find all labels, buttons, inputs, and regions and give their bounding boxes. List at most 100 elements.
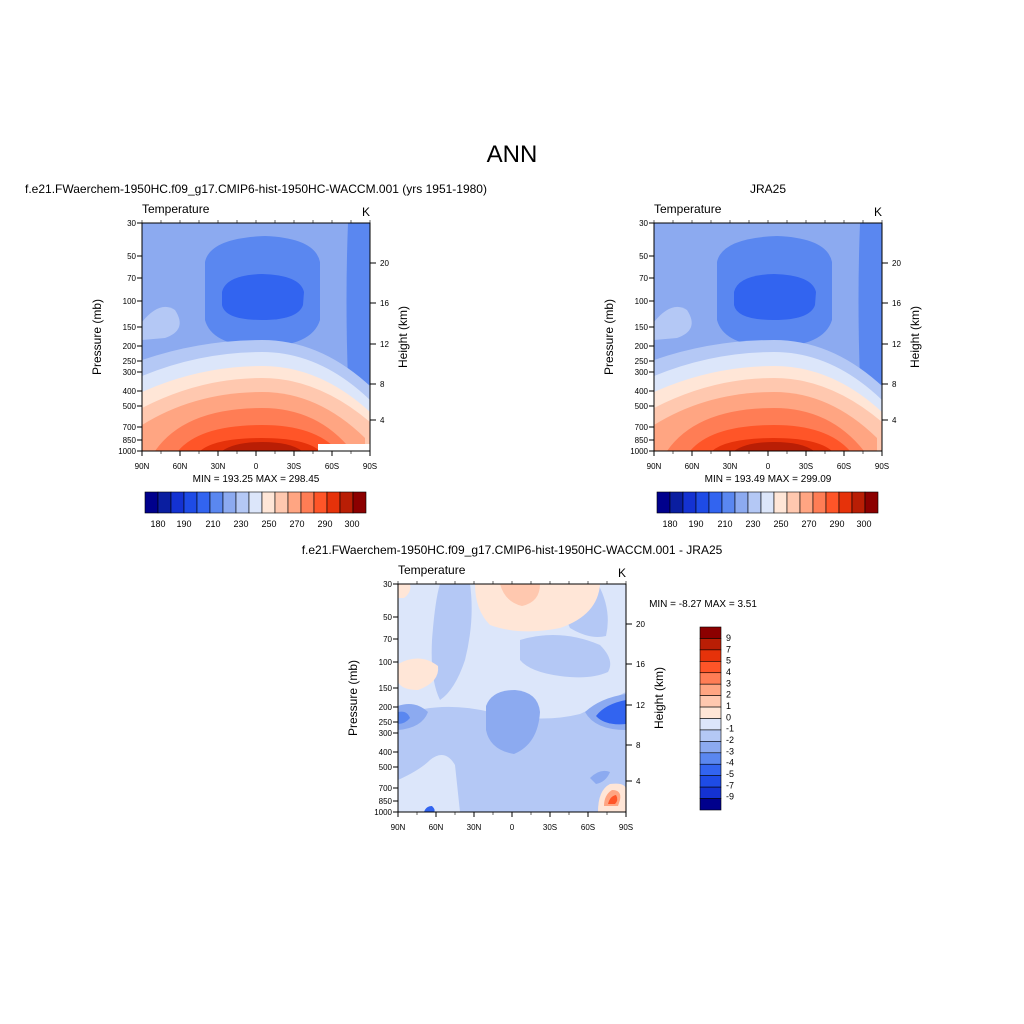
contour-fill xyxy=(734,442,814,451)
colorbar-label: 230 xyxy=(745,519,760,529)
colorbar-label: 4 xyxy=(726,667,731,677)
y-tick-label: 1000 xyxy=(630,447,648,456)
y-tick-label: 400 xyxy=(379,748,393,757)
contour-fill xyxy=(590,770,610,784)
panel-diff-ylabel-right: Height (km) xyxy=(652,667,666,729)
y-tick-label: 700 xyxy=(379,784,393,793)
colorbar-label: 250 xyxy=(773,519,788,529)
contour-fill xyxy=(398,755,460,812)
panel-obs-colorbar: 180 190 210 230 250 270 290 300 xyxy=(656,491,879,529)
colorbar-box xyxy=(339,491,354,514)
panel-obs-ylabel-right: Height (km) xyxy=(908,306,922,368)
colorbar-box xyxy=(864,491,879,514)
y-tick-label: 700 xyxy=(123,423,137,432)
colorbar-label: 230 xyxy=(233,519,248,529)
colorbar-box xyxy=(699,718,722,731)
panel-model: f.e21.FWaerchem-1950HC.f09_g17.CMIP6-his… xyxy=(25,182,487,529)
colorbar-box xyxy=(699,752,722,765)
panel-model-contours xyxy=(142,223,370,451)
y-right-tick-label: 16 xyxy=(636,660,645,669)
colorbar-box xyxy=(699,672,722,685)
colorbar-boxes xyxy=(699,626,722,811)
x-tick-label: 30S xyxy=(543,823,557,832)
colorbar-label: 290 xyxy=(317,519,332,529)
panel-obs-y-axis-right: 20 16 12 8 4 xyxy=(892,259,901,425)
contour-fill xyxy=(596,700,626,725)
y-tick-label: 150 xyxy=(123,323,137,332)
colorbar-label: 300 xyxy=(856,519,871,529)
colorbar-label: 190 xyxy=(176,519,191,529)
colorbar-box xyxy=(699,741,722,754)
contour-fill xyxy=(858,223,882,385)
x-tick-label: 0 xyxy=(254,462,259,471)
colorbar-label: 9 xyxy=(726,633,731,643)
contour-fill xyxy=(346,223,370,385)
y-tick-label: 50 xyxy=(639,252,648,261)
panel-diff-title: f.e21.FWaerchem-1950HC.f09_g17.CMIP6-his… xyxy=(302,543,723,557)
panel-obs: JRA25 Temperature K MIN = 193.49 MAX = 2… xyxy=(602,182,922,529)
y-tick-label: 300 xyxy=(635,368,649,377)
panel-model-ticks xyxy=(137,220,376,456)
colorbar-box xyxy=(300,491,315,514)
colorbar-label: -1 xyxy=(726,724,734,734)
colorbar-label: 210 xyxy=(717,519,732,529)
colorbar-box xyxy=(838,491,853,514)
y-right-tick-label: 4 xyxy=(892,416,897,425)
colorbar-box xyxy=(760,491,775,514)
contour-fill xyxy=(318,444,370,451)
x-tick-label: 90S xyxy=(875,462,889,471)
colorbar-label: 2 xyxy=(726,690,731,700)
y-right-tick-label: 20 xyxy=(892,259,901,268)
x-tick-label: 0 xyxy=(766,462,771,471)
y-tick-label: 1000 xyxy=(118,447,136,456)
y-tick-label: 30 xyxy=(639,219,648,228)
y-tick-label: 400 xyxy=(123,387,137,396)
colorbar-label: -2 xyxy=(726,735,734,745)
contour-fill xyxy=(431,584,472,700)
y-tick-label: 850 xyxy=(123,436,137,445)
x-tick-label: 30S xyxy=(799,462,813,471)
contour-fill xyxy=(486,690,540,754)
y-tick-label: 850 xyxy=(635,436,649,445)
colorbar-box xyxy=(699,626,722,639)
panel-obs-ticks xyxy=(649,220,888,456)
colorbar-label: -9 xyxy=(726,792,734,802)
colorbar-box xyxy=(708,491,723,514)
x-tick-label: 90N xyxy=(135,462,150,471)
colorbar-label: 180 xyxy=(662,519,677,529)
colorbar-label: -3 xyxy=(726,746,734,756)
colorbar-box xyxy=(183,491,198,514)
colorbar-label: 290 xyxy=(829,519,844,529)
colorbar-box xyxy=(699,638,722,651)
x-tick-label: 90S xyxy=(363,462,377,471)
y-right-tick-label: 12 xyxy=(892,340,901,349)
colorbar-box xyxy=(326,491,341,514)
y-tick-label: 50 xyxy=(127,252,136,261)
y-tick-label: 300 xyxy=(379,729,393,738)
panel-diff-units: K xyxy=(618,566,626,580)
colorbar-box xyxy=(773,491,788,514)
panel-obs-ylabel: Pressure (mb) xyxy=(602,299,616,375)
colorbar-label: 270 xyxy=(801,519,816,529)
panel-diff-contours xyxy=(398,584,626,812)
y-tick-label: 30 xyxy=(383,580,392,589)
panel-diff-colorbar: 9 7 5 4 3 2 1 0 -1 -2 -3 -4 -5 -7 -9 xyxy=(699,626,734,811)
colorbar-label: 5 xyxy=(726,656,731,666)
y-right-tick-label: 16 xyxy=(380,299,389,308)
y-right-tick-label: 4 xyxy=(380,416,385,425)
colorbar-label: 300 xyxy=(344,519,359,529)
y-tick-label: 250 xyxy=(123,357,137,366)
x-tick-label: 30N xyxy=(467,823,482,832)
panel-model-ylabel-right: Height (km) xyxy=(396,306,410,368)
x-tick-label: 90N xyxy=(647,462,662,471)
panel-obs-stats: MIN = 193.49 MAX = 299.09 xyxy=(705,474,832,485)
y-tick-label: 200 xyxy=(123,342,137,351)
colorbar-label: 7 xyxy=(726,644,731,654)
panel-diff-y-axis: 30 50 70 100 150 200 250 300 400 500 700… xyxy=(374,580,392,817)
y-tick-label: 500 xyxy=(379,763,393,772)
y-tick-label: 150 xyxy=(379,684,393,693)
contour-fill xyxy=(398,584,411,598)
colorbar-box xyxy=(157,491,172,514)
x-tick-label: 60N xyxy=(173,462,188,471)
colorbar-box xyxy=(747,491,762,514)
